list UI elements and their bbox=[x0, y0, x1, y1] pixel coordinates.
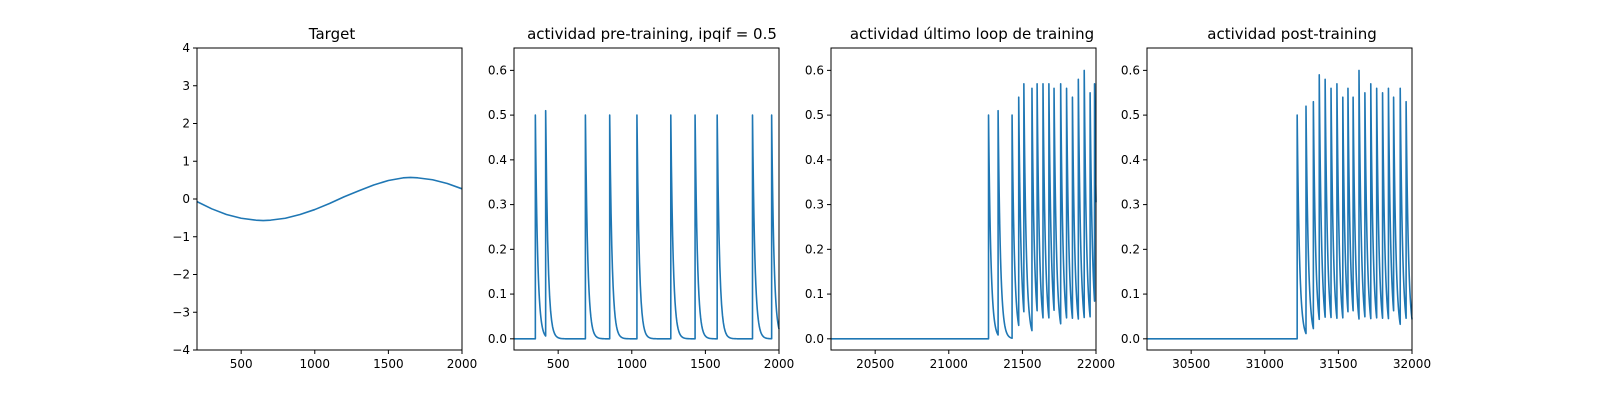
y-tick-label: 0.6 bbox=[1121, 63, 1140, 77]
y-tick-label: 0.4 bbox=[1121, 153, 1140, 167]
panel-post-training-ticks: 30500 31000 31500 32000 0.0 0.1 0.2 0.3 0.4 0.5 0.… bbox=[1121, 63, 1431, 371]
y-tick-label: 0.4 bbox=[805, 153, 824, 167]
panel-pre-training-ticks: 500 1000 1500 2000 0.0 0.1 0.2 0.3 0.4 0.5 0.6 bbox=[488, 63, 794, 371]
x-tick-label: 30500 bbox=[1172, 357, 1210, 371]
y-tick-label: 0.5 bbox=[488, 108, 507, 122]
panel-post-training: actividad post-training 30500 31000 31500 3… bbox=[1121, 25, 1431, 371]
x-tick-label: 31000 bbox=[1246, 357, 1284, 371]
y-tick-label: −1 bbox=[172, 230, 190, 244]
y-tick-label: 0.2 bbox=[488, 242, 507, 256]
panel-target-frame bbox=[196, 47, 463, 351]
y-tick-label: 0.2 bbox=[805, 242, 824, 256]
panel-last-training-loop-frame bbox=[830, 47, 1097, 351]
x-tick-label: 22000 bbox=[1077, 357, 1115, 371]
panel-pre-training: actividad pre-training, ipqif = 0.5 500 1… bbox=[488, 25, 794, 371]
y-tick-label: 0.6 bbox=[805, 63, 824, 77]
x-tick-label: 21000 bbox=[930, 357, 968, 371]
y-tick-label: 4 bbox=[182, 41, 190, 55]
panel-last-training-loop-ticks: 20500 21000 21500 22000 0.0 0.1 0.2 0.3 0.4 0.5 0.… bbox=[805, 63, 1115, 371]
y-tick-label: 0.3 bbox=[805, 198, 824, 212]
panel-post-training-series-line bbox=[1147, 69, 1413, 340]
panel-last-training-loop-series-line bbox=[831, 69, 1097, 340]
y-tick-label: 0.3 bbox=[1121, 198, 1140, 212]
y-tick-label: 0.0 bbox=[488, 332, 507, 346]
x-tick-label: 20500 bbox=[856, 357, 894, 371]
y-tick-label: 0.6 bbox=[488, 63, 507, 77]
y-tick-label: 0.4 bbox=[488, 153, 507, 167]
y-tick-label: 0.1 bbox=[805, 287, 824, 301]
x-tick-label: 2000 bbox=[764, 357, 795, 371]
x-tick-label: 1000 bbox=[617, 357, 648, 371]
panel-pre-training-title: actividad pre-training, ipqif = 0.5 bbox=[527, 25, 777, 43]
panel-last-training-loop-title: actividad último loop de training bbox=[850, 25, 1094, 43]
y-tick-label: 0.1 bbox=[1121, 287, 1140, 301]
x-tick-label: 1500 bbox=[373, 357, 404, 371]
y-tick-label: 0.5 bbox=[805, 108, 824, 122]
x-tick-label: 21500 bbox=[1003, 357, 1041, 371]
x-tick-label: 1500 bbox=[690, 357, 721, 371]
x-tick-label: 2000 bbox=[447, 357, 478, 371]
y-tick-label: −4 bbox=[172, 343, 190, 357]
panel-pre-training-series-line bbox=[514, 109, 780, 340]
y-tick-label: 0.5 bbox=[1121, 108, 1140, 122]
x-tick-label: 500 bbox=[230, 357, 253, 371]
y-tick-label: 2 bbox=[182, 117, 190, 131]
y-tick-label: 0.1 bbox=[488, 287, 507, 301]
x-tick-label: 32000 bbox=[1393, 357, 1431, 371]
y-tick-label: 0.3 bbox=[488, 198, 507, 212]
panel-target-title: Target bbox=[308, 25, 356, 43]
panel-last-training-loop: actividad último loop de training 20500 2… bbox=[805, 25, 1115, 371]
x-tick-label: 31500 bbox=[1319, 357, 1357, 371]
panel-target: Target 500 1000 1500 2000 −4 −3 −2 −1 0 1 2 3 4 bbox=[172, 25, 477, 371]
panel-target-ticks: 500 1000 1500 2000 −4 −3 −2 −1 0 1 2 3 4 bbox=[172, 41, 477, 371]
y-tick-label: 0.0 bbox=[805, 332, 824, 346]
y-tick-label: 0.2 bbox=[1121, 242, 1140, 256]
y-tick-label: −2 bbox=[172, 268, 190, 282]
panel-pre-training-frame bbox=[513, 47, 780, 351]
y-tick-label: 0.0 bbox=[1121, 332, 1140, 346]
y-tick-label: 0 bbox=[182, 192, 190, 206]
y-tick-label: 3 bbox=[182, 79, 190, 93]
panel-post-training-frame bbox=[1146, 47, 1413, 351]
x-tick-label: 1000 bbox=[300, 357, 331, 371]
y-tick-label: −3 bbox=[172, 305, 190, 319]
panel-target-series-line bbox=[196, 176, 463, 222]
y-tick-label: 1 bbox=[182, 154, 190, 168]
x-tick-label: 500 bbox=[547, 357, 570, 371]
panel-post-training-title: actividad post-training bbox=[1207, 25, 1376, 43]
